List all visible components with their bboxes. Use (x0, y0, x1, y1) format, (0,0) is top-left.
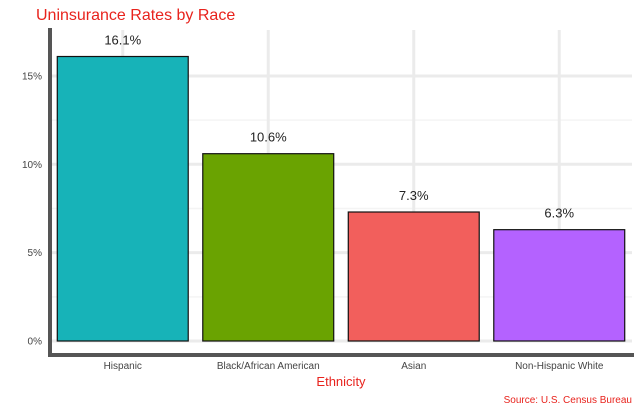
bar (202, 153, 335, 342)
data-label: 16.1% (104, 33, 141, 48)
data-labels: 16.1% 10.6% 7.3% 6.3% (104, 33, 574, 221)
x-axis-label: Ethnicity (316, 374, 366, 389)
x-tick-label: Hispanic (104, 361, 142, 372)
data-label: 6.3% (544, 206, 574, 221)
data-label: 7.3% (399, 188, 429, 203)
x-tick-label: Non-Hispanic White (515, 361, 604, 372)
bars (56, 55, 626, 342)
y-tick-label: 10% (22, 160, 42, 171)
bar (347, 211, 480, 342)
x-tick-label: Asian (401, 361, 426, 372)
y-tick-label: 0% (28, 337, 43, 348)
axes (48, 28, 634, 357)
y-tick-label: 15% (22, 71, 42, 82)
y-tick-label: 5% (28, 248, 43, 259)
data-label: 10.6% (250, 130, 287, 145)
bar (493, 229, 626, 342)
bar (56, 55, 189, 342)
x-tick-labels: Hispanic Black/African American Asian Non-H… (104, 361, 604, 372)
chart-title: Uninsurance Rates by Race (36, 7, 235, 24)
y-tick-labels: 0% 5% 10% 15% (22, 71, 42, 347)
source-caption: Source: U.S. Census Bureau (504, 395, 632, 406)
x-tick-label: Black/African American (217, 361, 320, 372)
